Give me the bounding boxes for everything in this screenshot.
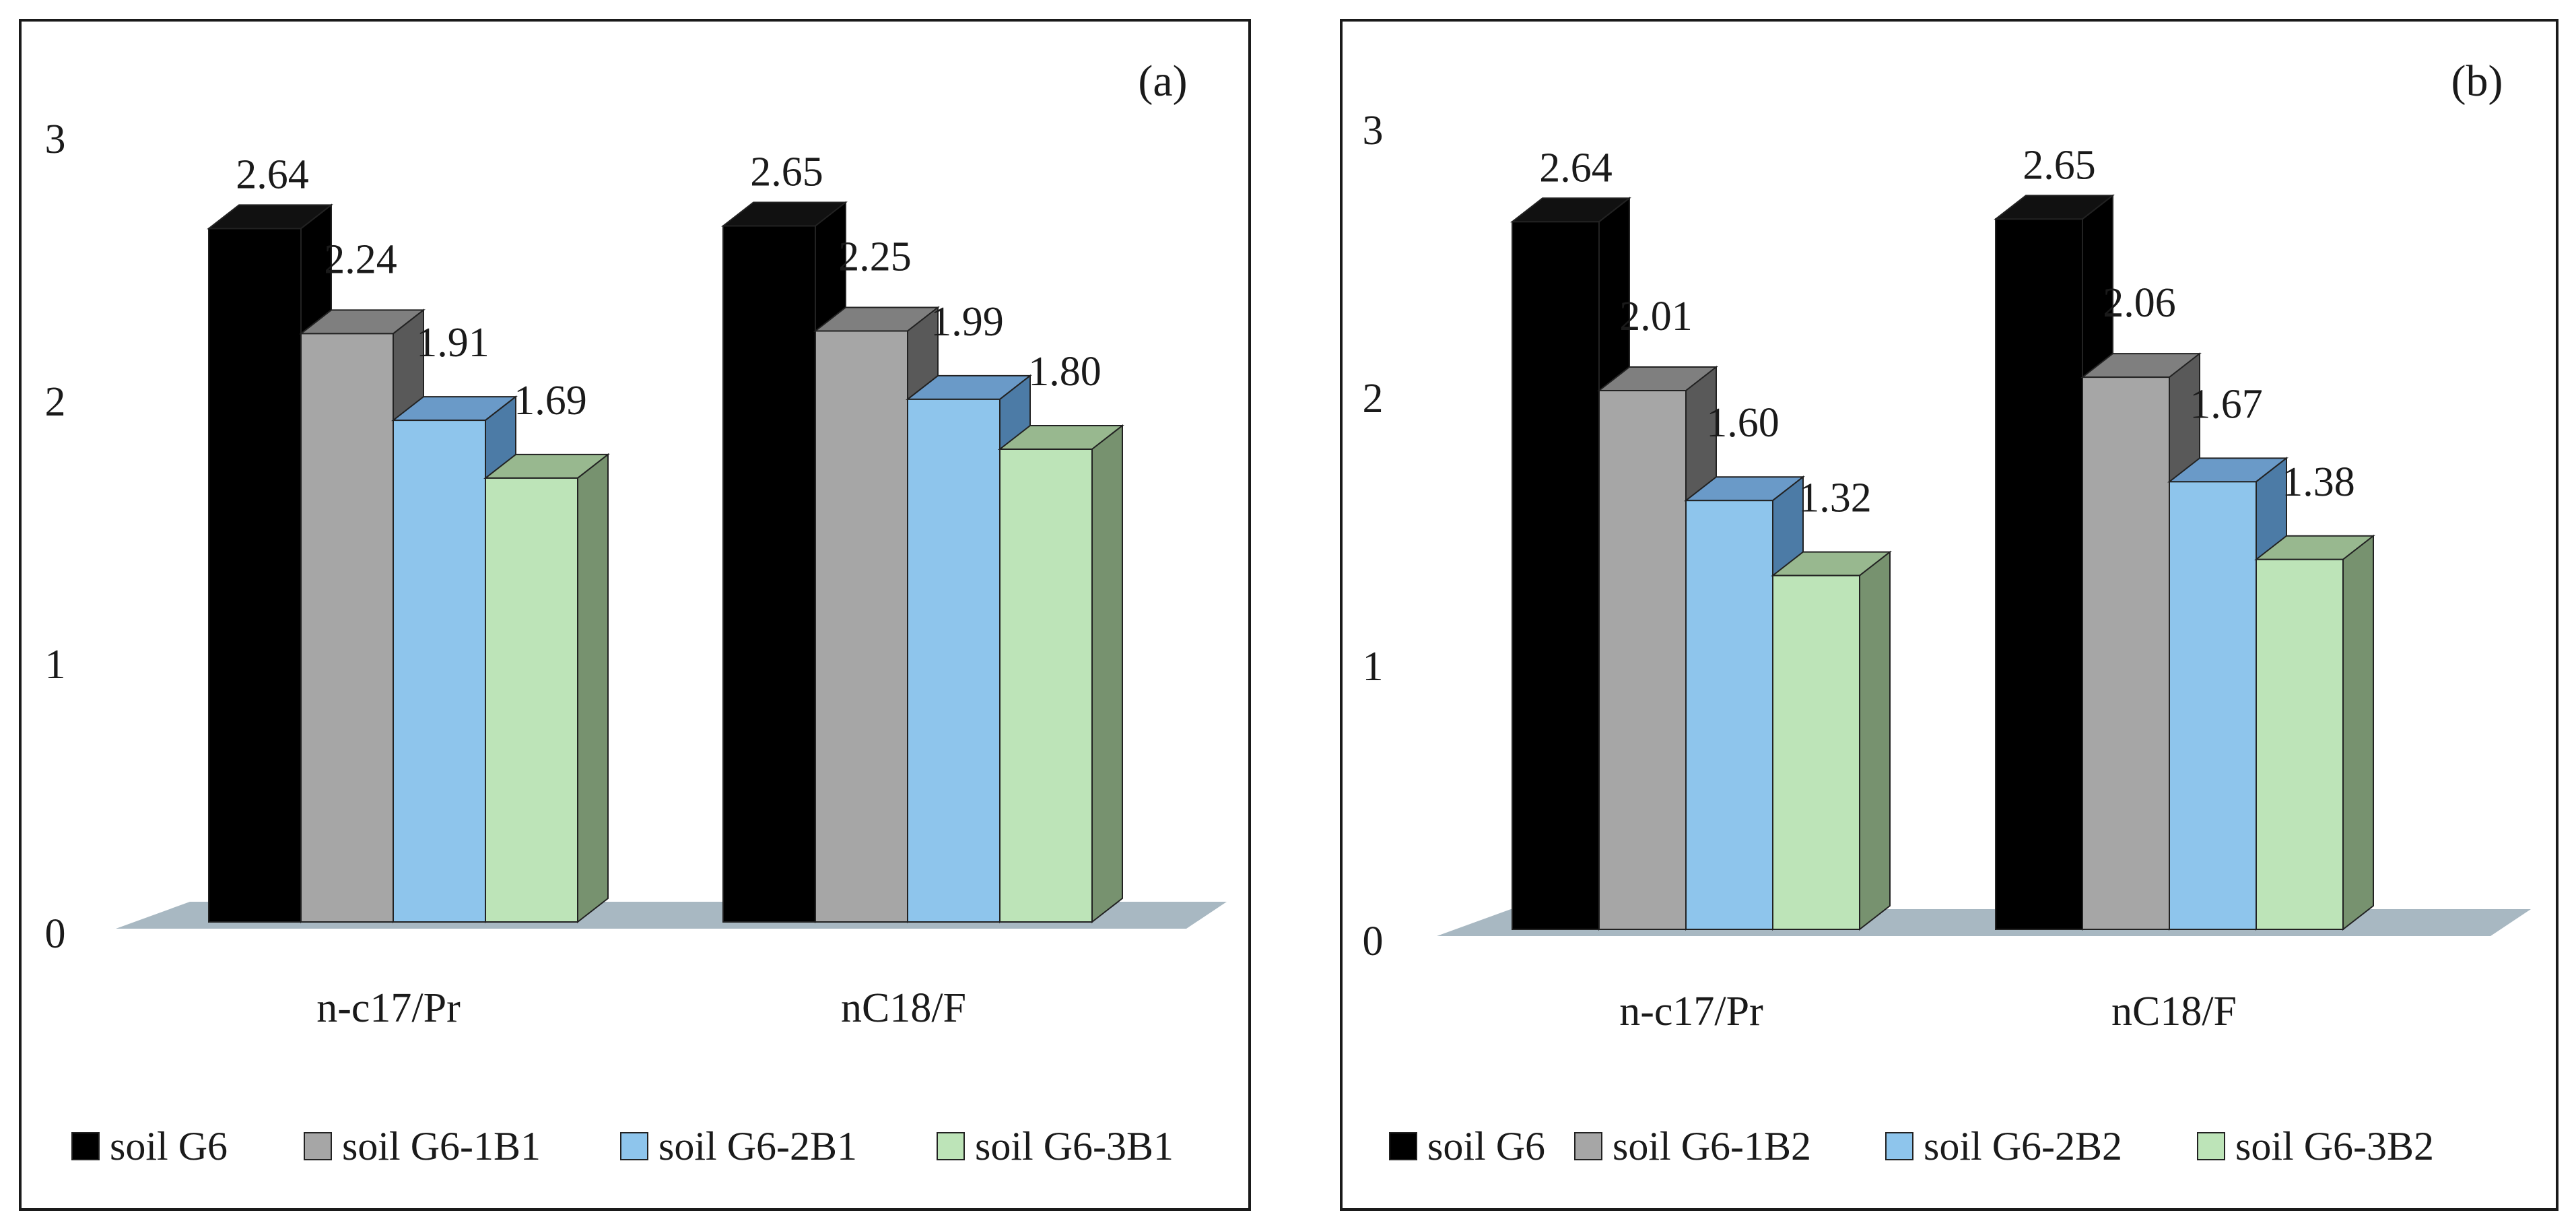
bar-a-c0-s1	[300, 333, 394, 923]
data-label-a-c1-s1: 2.25	[838, 234, 912, 280]
data-label-b-c1-s3: 1.38	[2282, 459, 2355, 505]
legend-label-b-0: soil G6	[1427, 1124, 1545, 1168]
y-tick-label-b-3: 3	[1363, 108, 1384, 154]
data-label-a-c1-s0: 2.65	[750, 150, 823, 195]
legend-swatch-a-1	[304, 1132, 332, 1160]
bar-a-c0-s0	[208, 228, 302, 923]
bar-a-c1-s1	[815, 330, 908, 923]
data-label-b-c1-s2: 1.67	[2190, 381, 2263, 427]
bar-a-c0-s3	[485, 477, 578, 923]
bar-b-c1-s2	[2169, 481, 2257, 930]
panel-label-a: (a)	[1138, 57, 1187, 106]
data-label-b-c0-s1: 2.01	[1619, 294, 1693, 339]
bar-b-c0-s2	[1685, 500, 1773, 930]
bar-b-c1-s0	[1995, 218, 2083, 930]
data-label-a-c0-s3: 1.69	[514, 378, 587, 424]
legend-label-b-3: soil G6-3B2	[2235, 1124, 2434, 1168]
y-tick-label-a-3: 3	[45, 117, 66, 162]
legend-label-a-3: soil G6-3B1	[975, 1124, 1174, 1168]
chart-panel-b: 0 1 2 3 2.64 2.01 1.60 1.32 n-c17/Pr 2.65 2.06 1.67…	[1340, 19, 2558, 1211]
y-tick-label-a-1: 1	[45, 642, 66, 688]
bar-b-c1-s1	[2082, 376, 2170, 930]
category-label-b-1: nC18/F	[2111, 989, 2237, 1034]
y-tick-label-b-1: 1	[1363, 644, 1384, 690]
category-label-a-1: nC18/F	[841, 985, 966, 1031]
legend-label-a-1: soil G6-1B1	[342, 1124, 541, 1168]
data-label-b-c1-s0: 2.65	[2023, 142, 2096, 188]
panel-label-b: (b)	[2451, 57, 2503, 106]
y-tick-label-a-2: 2	[45, 379, 66, 425]
category-label-b-0: n-c17/Pr	[1619, 989, 1763, 1034]
data-label-a-c0-s0: 2.64	[236, 152, 309, 197]
legend-label-b-1: soil G6-1B2	[1613, 1124, 1811, 1168]
chart-b-svg: 0 1 2 3 2.64 2.01 1.60 1.32 n-c17/Pr 2.65 2.06 1.67…	[1363, 57, 2531, 1168]
bar-b-c0-s1	[1598, 390, 1687, 930]
bar-side-b-c0-s3	[1859, 550, 1891, 931]
legend-label-a-2: soil G6-2B1	[658, 1124, 857, 1168]
legend-swatch-a-2	[620, 1132, 648, 1160]
bar-a-c0-s2	[393, 420, 486, 923]
bar-b-c0-s3	[1772, 574, 1860, 930]
y-tick-label-a-0: 0	[45, 911, 66, 957]
legend-label-b-2: soil G6-2B2	[1924, 1124, 2122, 1168]
data-label-b-c0-s2: 1.60	[1706, 400, 1780, 446]
bar-side-b-c1-s3	[2342, 534, 2374, 931]
data-label-b-c0-s3: 1.32	[1798, 475, 1872, 521]
data-label-b-c1-s1: 2.06	[2103, 280, 2176, 326]
chart-a-svg: 0 1 2 3 2.64 2.24 1.91 1.69 n-c17/Pr 2.65 2.25 1.99…	[45, 57, 1227, 1168]
legend-label-a-0: soil G6	[110, 1124, 228, 1168]
legend-swatch-b-1	[1574, 1132, 1602, 1160]
bar-side-a-c0-s3	[577, 453, 609, 924]
category-label-a-0: n-c17/Pr	[316, 985, 461, 1031]
bar-a-c1-s0	[722, 225, 816, 923]
bar-a-c1-s2	[907, 398, 1001, 923]
bar-side-a-c1-s3	[1091, 424, 1123, 924]
legend-swatch-b-3	[2197, 1132, 2225, 1160]
y-tick-label-b-0: 0	[1363, 919, 1384, 964]
legend-swatch-a-0	[71, 1132, 100, 1160]
data-label-b-c0-s0: 2.64	[1539, 145, 1613, 191]
legend-swatch-a-3	[937, 1132, 965, 1160]
data-label-a-c1-s2: 1.99	[930, 299, 1004, 345]
bar-b-c0-s0	[1512, 221, 1600, 930]
y-tick-label-b-2: 2	[1363, 376, 1384, 422]
data-label-a-c0-s1: 2.24	[324, 236, 397, 282]
legend-swatch-b-0	[1389, 1132, 1417, 1160]
legend-swatch-b-2	[1885, 1132, 1913, 1160]
data-label-a-c1-s3: 1.80	[1028, 349, 1101, 395]
chart-panel-a: 0 1 2 3 2.64 2.24 1.91 1.69 n-c17/Pr 2.65 2.25 1.99…	[19, 19, 1251, 1211]
bar-b-c1-s3	[2256, 558, 2344, 930]
bar-a-c1-s3	[999, 449, 1093, 923]
data-label-a-c0-s2: 1.91	[416, 320, 489, 366]
